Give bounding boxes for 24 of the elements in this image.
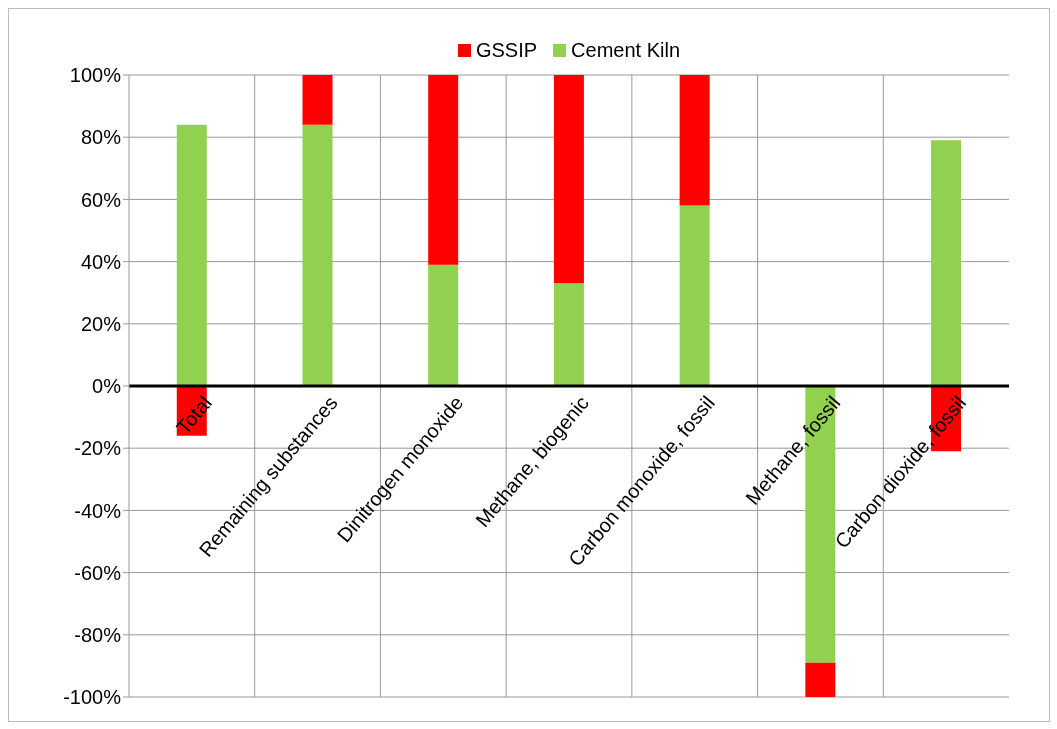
bar [428,75,459,265]
bar [679,75,710,206]
bar [805,662,836,697]
y-tick-label: 80% [80,126,122,149]
y-tick-label: -100% [63,686,122,709]
y-tick-label: 100% [69,64,122,87]
y-tick-label: -60% [74,561,122,584]
bar [679,205,710,386]
legend-label: Cement Kiln [571,39,681,62]
bar [553,75,584,284]
legend-label: GSSIP [475,39,538,62]
bar [176,124,207,386]
y-tick-label: -80% [74,623,122,646]
y-tick-label: 60% [80,188,122,211]
bar [428,264,459,386]
y-tick-label: 20% [80,312,122,335]
bar [302,75,333,125]
bar [931,140,962,386]
y-tick-label: 0% [92,375,122,398]
bar [553,283,584,386]
y-tick-label: -40% [74,499,122,522]
bar [302,124,333,386]
y-tick-label: -20% [74,437,122,460]
y-tick-label: 40% [80,250,122,273]
